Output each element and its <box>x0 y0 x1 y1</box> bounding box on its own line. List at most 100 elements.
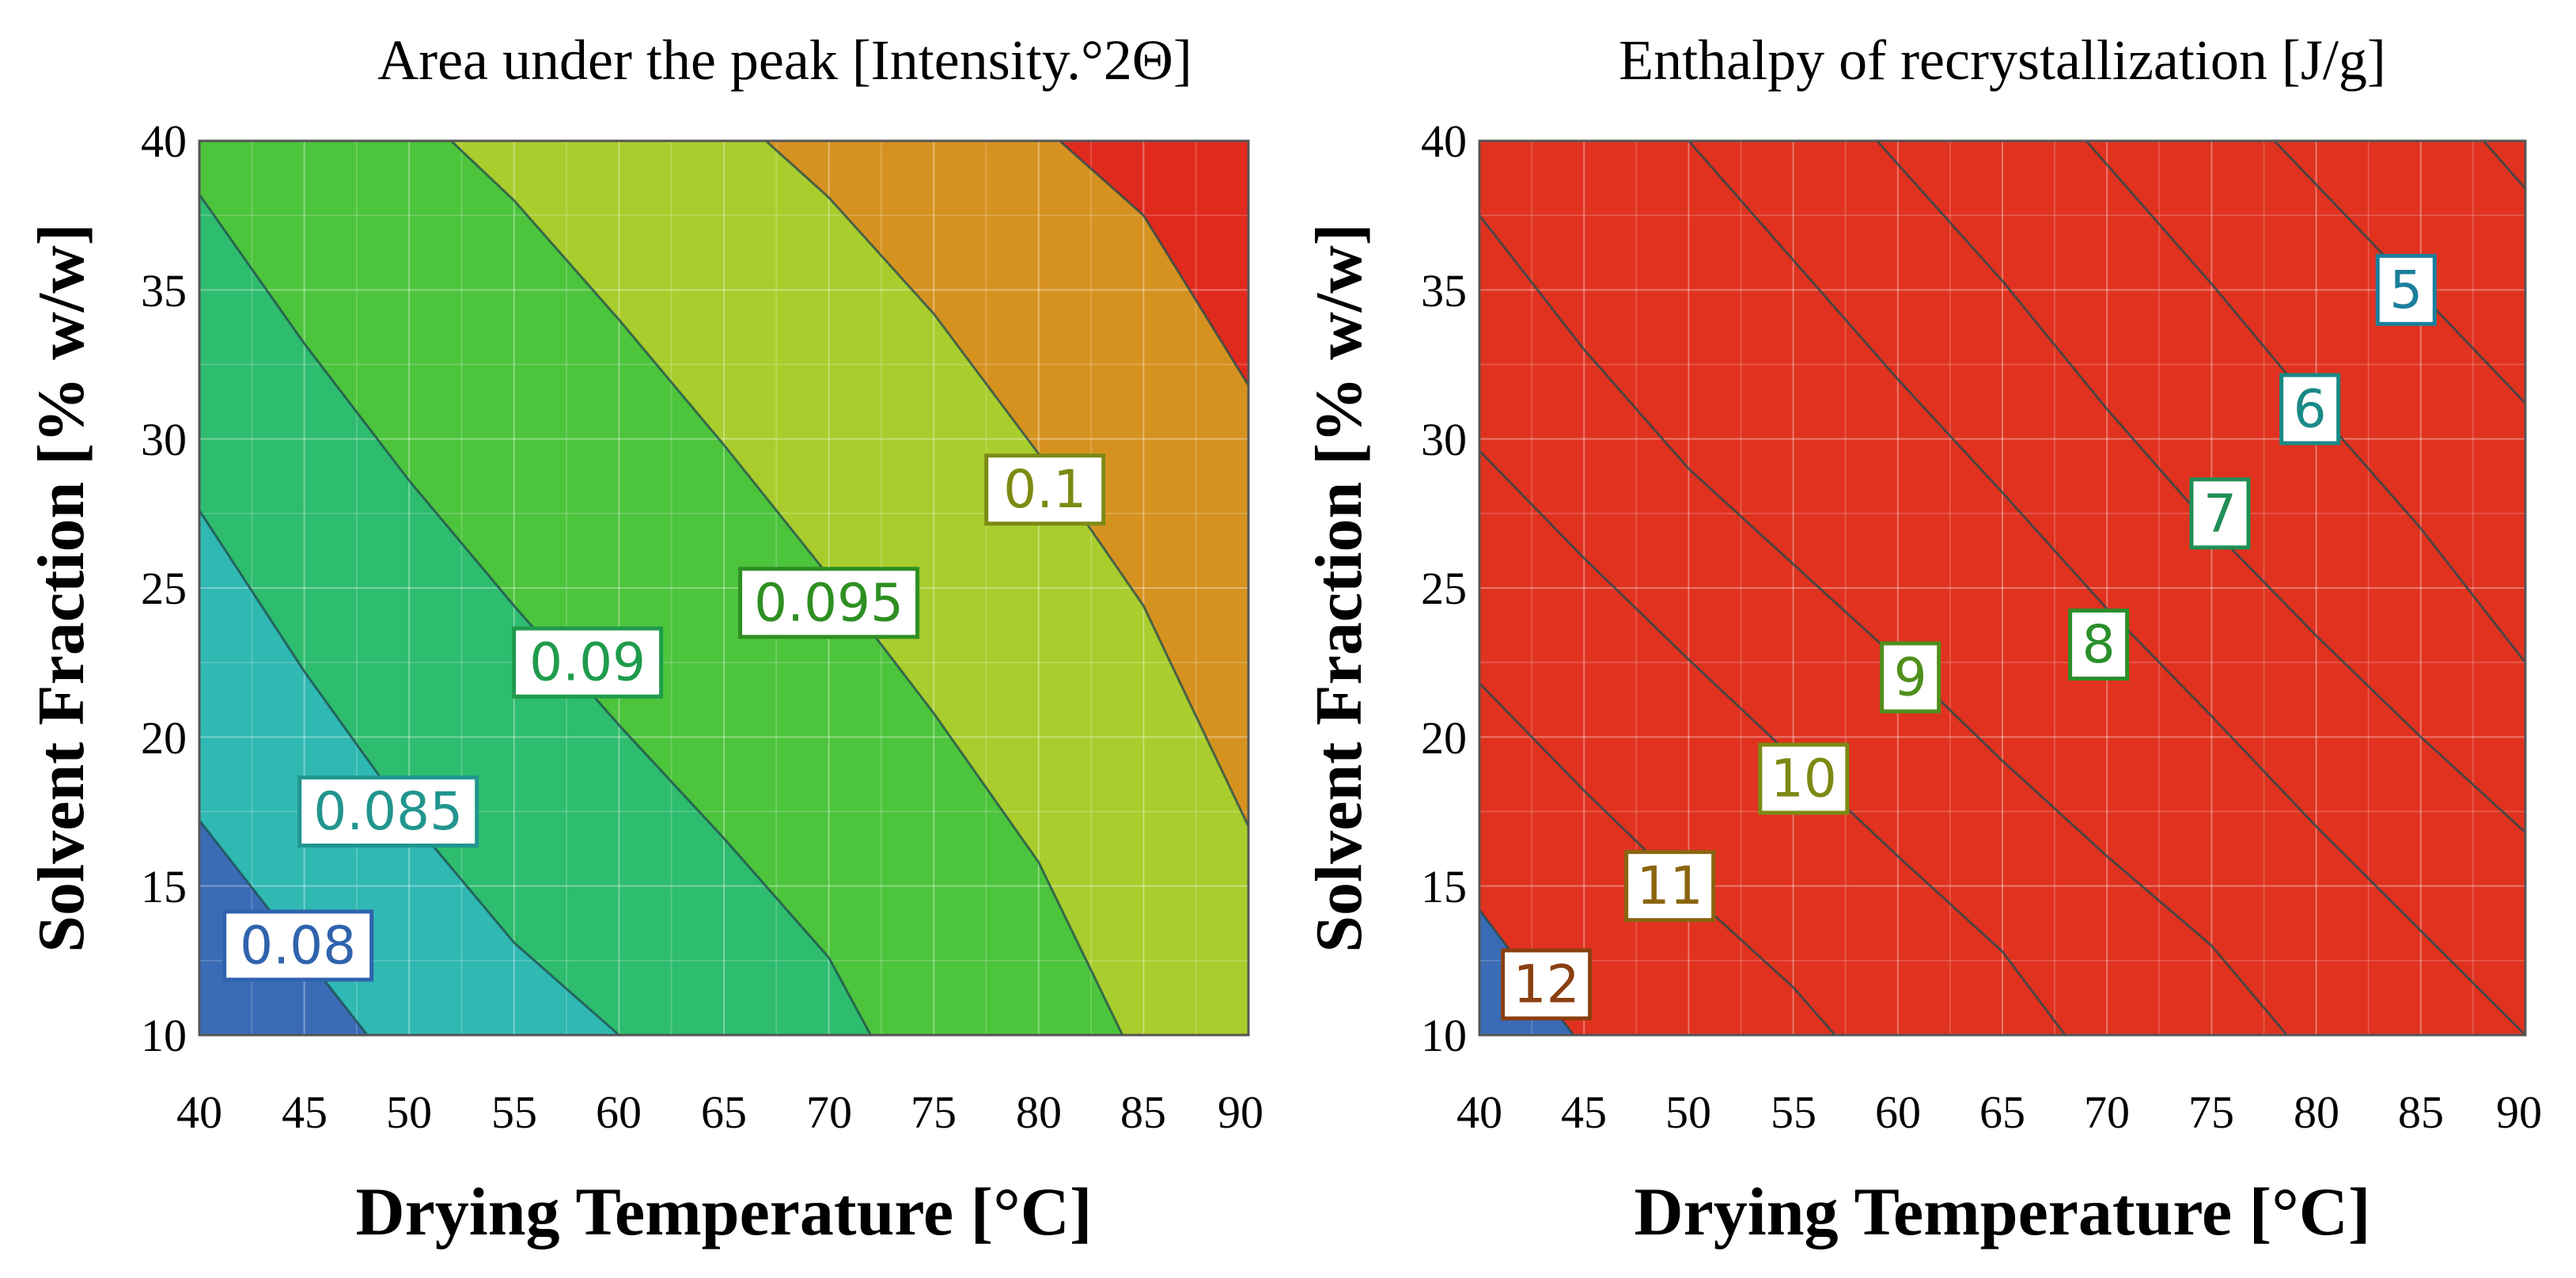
x-axis-label: Drying Temperature [°C] <box>1635 1174 2371 1250</box>
contour-label: 0.08 <box>222 909 374 982</box>
contour-labels: 5 67 8 9 10 11 12 <box>1501 253 2437 1021</box>
contour-label-text: 0.09 <box>529 632 646 693</box>
contour-label-text: 5 <box>2389 260 2423 320</box>
y-axis-ticks: 10 15 20 25 30 35 40 <box>141 116 187 1061</box>
x-tick-label: 75 <box>2188 1086 2234 1138</box>
y-axis-label: Solvent Fraction [% w/w] <box>1302 223 1376 953</box>
x-tick-label: 60 <box>1875 1086 1921 1138</box>
right-contour-panel: Enthalpy of recrystallization [J/g] 5 67 8… <box>1302 28 2542 1250</box>
x-tick-label: 50 <box>386 1086 432 1138</box>
contour-band <box>1479 141 2525 1035</box>
y-tick-label: 35 <box>1421 265 1467 317</box>
contour-label-text: 8 <box>2082 614 2116 675</box>
contour-line <box>764 141 1248 827</box>
contour-label: 0.1 <box>984 453 1106 526</box>
contour-label-box <box>738 567 920 639</box>
y-tick-label: 15 <box>1421 861 1467 912</box>
y-tick-label: 30 <box>1421 414 1467 465</box>
x-tick-label: 80 <box>1016 1086 1062 1138</box>
contour-label-box <box>2375 253 2437 326</box>
contour-label-box <box>2068 609 2130 681</box>
contour-label-text: 12 <box>1513 954 1580 1014</box>
contour-label: 0.095 <box>738 567 920 639</box>
panel-title: Area under the peak [Intensity.°2Θ] <box>377 28 1192 92</box>
y-axis-ticks: 10 15 20 25 30 35 40 <box>1421 116 1467 1061</box>
contour-label: 9 <box>1880 641 1941 714</box>
x-tick-label: 45 <box>282 1086 328 1138</box>
contour-label: 6 <box>2279 373 2341 446</box>
contour-label-text: 11 <box>1637 855 1703 916</box>
contour-label: 7 <box>2189 477 2251 550</box>
x-tick-label: 85 <box>2398 1086 2444 1138</box>
contour-label: 11 <box>1624 850 1716 923</box>
contour-label-box <box>1501 948 1593 1021</box>
contour-label: 5 <box>2375 253 2437 326</box>
y-tick-label: 10 <box>141 1010 187 1061</box>
contour-label-text: 0.1 <box>1003 459 1086 520</box>
contour-line <box>1059 141 1248 386</box>
contour-label-box <box>297 776 479 848</box>
panel-title: Enthalpy of recrystallization [J/g] <box>1619 28 2386 92</box>
contour-label: 8 <box>2068 609 2130 681</box>
x-tick-label: 85 <box>1120 1086 1166 1138</box>
contour-labels: 0.08 0.085 0.09 0.095 0.1 <box>222 453 1106 982</box>
y-tick-label: 20 <box>141 712 187 764</box>
x-tick-label: 65 <box>1979 1086 2025 1138</box>
y-tick-label: 40 <box>1421 116 1467 167</box>
x-tick-label: 80 <box>2294 1086 2339 1138</box>
x-tick-label: 50 <box>1665 1086 1711 1138</box>
x-tick-label: 45 <box>1561 1086 1607 1138</box>
contour-label-text: 9 <box>1894 647 1927 708</box>
contour-label-text: 6 <box>2294 379 2327 440</box>
x-tick-label: 65 <box>701 1086 747 1138</box>
x-axis-ticks: 40 45 50 55 60 65 70 75 80 85 90 <box>1457 1086 2542 1138</box>
contour-band <box>766 141 1248 827</box>
y-tick-label: 30 <box>141 414 187 465</box>
y-axis-label: Solvent Fraction [% w/w] <box>25 223 98 953</box>
grid-lines <box>199 141 1248 1035</box>
contour-label-box <box>1624 850 1716 923</box>
x-tick-label: 55 <box>491 1086 537 1138</box>
contour-label-text: 10 <box>1771 749 1837 810</box>
contour-label-text: 0.095 <box>754 572 903 633</box>
contour-label-box <box>984 453 1106 526</box>
y-tick-label: 25 <box>141 563 187 614</box>
x-tick-label: 40 <box>176 1086 222 1138</box>
x-tick-label: 70 <box>2084 1086 2130 1138</box>
contour-label-text: 7 <box>2203 483 2237 544</box>
contour-label-box <box>2189 477 2251 550</box>
plot-area: 0.08 0.085 0.09 0.095 0.1 <box>198 139 1250 1037</box>
grid-lines <box>1479 141 2525 1035</box>
x-tick-label: 55 <box>1771 1086 1816 1138</box>
contour-label: 10 <box>1758 742 1850 815</box>
contour-label-box <box>222 909 374 982</box>
contour-label: 0.085 <box>297 776 479 848</box>
contour-label-box <box>1758 742 1850 815</box>
x-axis-ticks: 40 45 50 55 60 65 70 75 80 85 90 <box>176 1086 1263 1138</box>
x-tick-label: 60 <box>596 1086 642 1138</box>
contour-line <box>2482 141 2525 190</box>
contour-label-box <box>1880 641 1941 714</box>
y-tick-label: 25 <box>1421 563 1467 614</box>
y-tick-label: 15 <box>141 861 187 912</box>
contour-label-box <box>2279 373 2341 446</box>
contour-label-box <box>512 626 664 699</box>
y-tick-label: 10 <box>1421 1010 1467 1061</box>
x-tick-label: 90 <box>2496 1086 2542 1138</box>
x-tick-label: 75 <box>911 1086 957 1138</box>
plot-area: 5 67 8 9 10 11 12 <box>1478 139 2527 1037</box>
contour-label-text: 0.085 <box>313 781 463 842</box>
x-tick-label: 90 <box>1218 1086 1263 1138</box>
contour-band <box>1059 141 1248 385</box>
x-tick-label: 40 <box>1457 1086 1502 1138</box>
plot-frame <box>1478 139 2527 1037</box>
y-tick-label: 40 <box>141 116 187 167</box>
x-tick-label: 70 <box>806 1086 852 1138</box>
contour-label-text: 0.08 <box>240 916 356 977</box>
contour-line <box>450 141 1124 1035</box>
plot-frame <box>198 139 1250 1037</box>
x-axis-label: Drying Temperature [°C] <box>356 1174 1093 1250</box>
y-tick-label: 35 <box>141 265 187 317</box>
contour-label: 12 <box>1501 948 1593 1021</box>
